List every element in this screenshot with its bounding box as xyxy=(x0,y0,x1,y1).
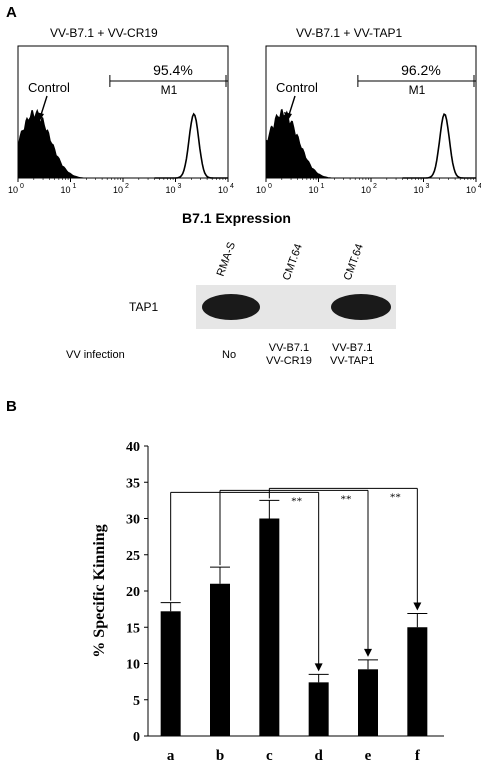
y-tick-label: 5 xyxy=(133,694,140,709)
significance-label: ** xyxy=(390,491,401,503)
axis-tick-label: 10 xyxy=(218,185,228,195)
infection-lane-2-line-2: VV-CR19 xyxy=(266,355,312,367)
western-blot xyxy=(196,285,396,329)
panel-a-letter: A xyxy=(6,4,17,21)
blot-band-1 xyxy=(202,294,260,320)
y-tick-label: 35 xyxy=(126,476,140,491)
gate-label: M1 xyxy=(409,83,426,97)
axis-tick-label: 10 xyxy=(466,185,476,195)
axis-tick-exponent: 0 xyxy=(20,183,24,190)
y-tick-label: 40 xyxy=(126,440,140,455)
axis-tick-label: 10 xyxy=(113,185,123,195)
axis-tick-label: 10 xyxy=(60,185,70,195)
axis-tick-exponent: 2 xyxy=(125,183,129,190)
axis-tick-label: 10 xyxy=(413,185,423,195)
y-tick-label: 30 xyxy=(126,513,140,528)
x-tick-label: a xyxy=(167,748,175,764)
vv-infection-label: VV infection xyxy=(66,349,125,361)
axis-tick-exponent: 2 xyxy=(373,183,377,190)
lane-label-3: CMT.64 xyxy=(341,242,366,282)
axis-tick-exponent: 3 xyxy=(178,183,182,190)
blot-band-3 xyxy=(331,294,391,320)
bar-d xyxy=(308,682,329,736)
axis-tick-label: 10 xyxy=(165,185,175,195)
stained-peak xyxy=(402,113,476,179)
x-tick-label: c xyxy=(266,748,273,764)
bar-a xyxy=(160,611,181,736)
x-tick-label: f xyxy=(415,748,421,764)
axis-tick-exponent: 1 xyxy=(73,183,77,190)
bar-c xyxy=(259,518,280,736)
lane-label-1: RMA-S xyxy=(214,240,239,278)
section-title: B7.1 Expression xyxy=(182,210,291,226)
infection-lane-3-line-1: VV-B7.1 xyxy=(332,342,373,354)
control-arrowhead xyxy=(36,112,44,122)
bar-b xyxy=(210,583,230,736)
axis-tick-label: 10 xyxy=(256,185,266,195)
significance-label: ** xyxy=(291,495,302,507)
axis-tick-label: 10 xyxy=(361,185,371,195)
bar-chart: 0 5 10 15 20 25 30 35 40 % Specific Kinning a b c d e f… xyxy=(91,440,444,764)
control-label: Control xyxy=(276,80,318,95)
bracket-arrowhead xyxy=(413,602,422,611)
stained-peak xyxy=(154,112,228,179)
panel-b-letter: B xyxy=(6,398,17,415)
histogram-2-title: VV-B7.1 + VV-TAP1 xyxy=(296,26,403,40)
infection-lane-3-line-2: VV-TAP1 xyxy=(330,355,375,367)
histogram-1-title: VV-B7.1 + VV-CR19 xyxy=(50,26,158,40)
axis-tick-label: 10 xyxy=(8,185,18,195)
infection-lane-3: VV-B7.1 VV-TAP1 xyxy=(330,342,374,368)
axis-tick-label: 10 xyxy=(308,185,318,195)
x-tick-label: e xyxy=(365,748,372,764)
control-arrowhead xyxy=(284,112,292,122)
axis-tick-exponent: 4 xyxy=(230,183,234,190)
y-tick-label: 0 xyxy=(133,730,140,745)
infection-lane-2: VV-B7.1 VV-CR19 xyxy=(266,342,312,368)
axis-tick-exponent: 0 xyxy=(268,183,272,190)
gate-percent: 95.4% xyxy=(153,62,193,78)
y-axis-label: % Specific Kinning xyxy=(91,524,108,657)
gate-label: M1 xyxy=(161,83,178,97)
axis-tick-exponent: 4 xyxy=(478,183,481,190)
bracket-arrowhead xyxy=(314,663,323,672)
y-tick-label: 15 xyxy=(126,621,140,636)
infection-lane-1: No xyxy=(222,349,237,361)
y-tick-label: 10 xyxy=(126,658,140,673)
blot-protein-label: TAP1 xyxy=(129,300,159,314)
infection-lane-2-line-1: VV-B7.1 xyxy=(268,342,310,354)
control-peak xyxy=(266,108,356,178)
bar-e xyxy=(358,669,378,736)
bar-f xyxy=(407,627,428,736)
x-tick-label: b xyxy=(216,748,224,764)
bracket-arrowhead xyxy=(364,648,372,657)
lane-label-2: CMT.64 xyxy=(280,242,305,282)
control-peak xyxy=(18,108,108,178)
control-label: Control xyxy=(28,80,70,95)
y-tick-label: 20 xyxy=(126,585,140,600)
axis-tick-exponent: 1 xyxy=(321,183,325,190)
y-tick-label: 25 xyxy=(126,549,140,564)
x-tick-label: d xyxy=(314,748,323,764)
gate-percent: 96.2% xyxy=(401,62,441,78)
axis-tick-exponent: 3 xyxy=(426,183,430,190)
significance-label: ** xyxy=(341,493,352,505)
